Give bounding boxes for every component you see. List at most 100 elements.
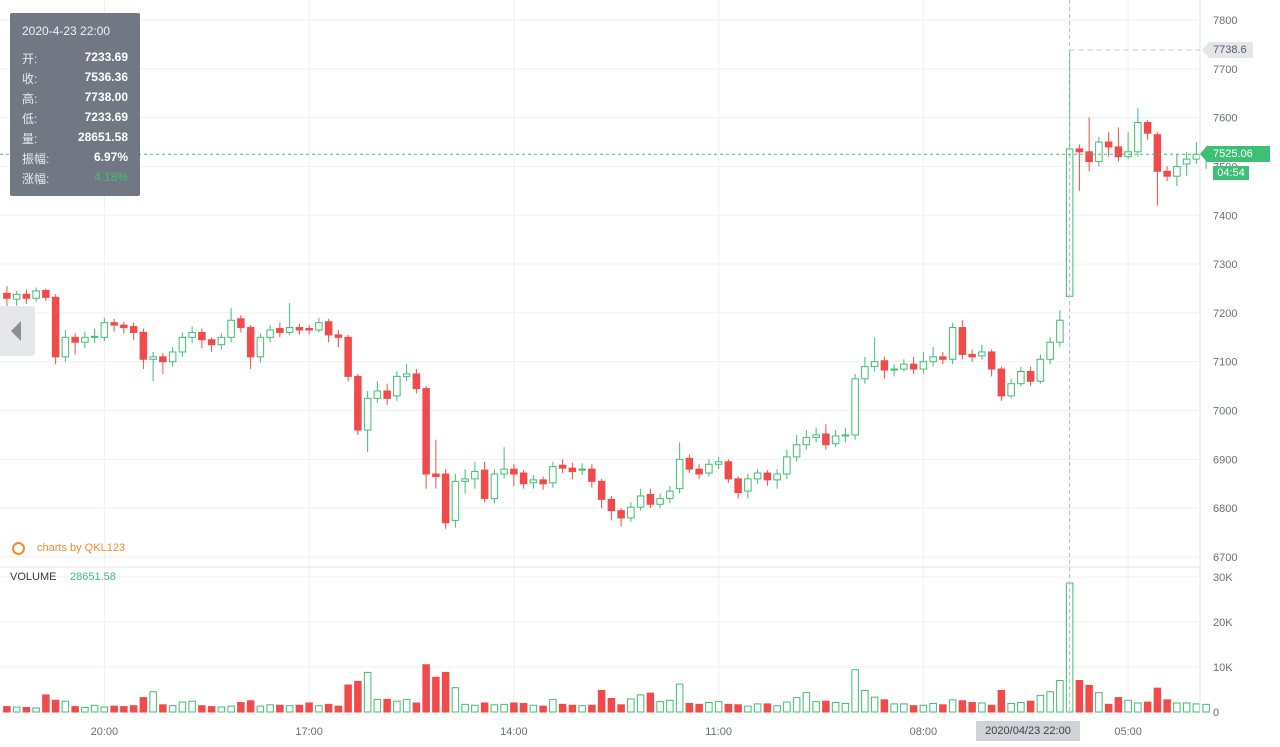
candle-body [3,292,11,299]
volume-bar [1124,699,1132,713]
candle-body [958,327,967,355]
volume-bar [1182,702,1191,713]
candle-body [1182,158,1191,165]
volume-bar [890,703,898,713]
volume-bar [149,691,157,713]
volume-bar [627,698,635,713]
candle-body [305,328,313,331]
volume-bar [412,702,421,713]
volume-bar [802,692,811,713]
candle-body [500,468,508,475]
candle-body [480,469,489,499]
candle-body [1046,341,1054,360]
volume-bar [909,705,918,713]
candle-body [578,468,586,471]
volume-bar [490,704,499,713]
candle-body [851,378,859,436]
volume-bar [539,705,547,713]
candle-body [276,328,284,333]
volume-bar [831,702,840,713]
candle-body [12,293,21,300]
price-tick-label: 6900 [1213,454,1237,466]
volume-bar [1104,703,1113,713]
time-tick-label: 11:00 [705,726,732,738]
candle-body [461,478,469,482]
candle-body [558,464,567,469]
volume-bar [558,703,567,713]
volume-bar [217,706,226,713]
tooltip-date: 2020-4-23 22:00 [22,24,111,38]
volume-bar [529,704,538,713]
volume-bar [607,698,616,713]
volume-bar [1134,702,1142,713]
candle-body [1017,370,1025,385]
candle-body [207,339,216,346]
volume-bar [159,704,167,713]
candle-body [978,351,986,357]
tooltip-row-change: 涨幅: 4.18% [22,170,128,186]
candle-body [149,356,157,360]
volume-bar [139,697,148,713]
volume-bar [588,704,596,713]
candle-body [168,351,177,363]
candle-body [188,331,196,338]
candle-body [822,433,830,446]
time-tick-label: 08:00 [910,726,938,738]
candle-body [861,366,869,380]
candle-body [1026,370,1035,382]
volume-bar [656,701,664,713]
volume-bar [198,705,206,713]
volume-bar [393,700,401,713]
volume-bar [666,699,674,713]
volume-bar [168,705,177,713]
candle-body [636,495,645,508]
candle-body [42,289,50,298]
candle-body [773,473,781,481]
volume-bar [42,694,50,713]
candle-body [1114,146,1123,158]
volume-bar [305,702,313,713]
candle-body [295,327,304,331]
time-tick-label: 20:00 [91,726,119,738]
candle-body [783,456,791,475]
volume-bar [987,704,996,713]
candles [3,50,1210,529]
candle-body [968,353,976,358]
volume-bar [451,687,460,713]
candle-body [744,478,752,492]
volume-bar [1095,692,1103,713]
candle-body [315,322,323,331]
candle-body [256,336,265,358]
candle-body [51,296,60,358]
scroll-left-button[interactable] [0,306,35,356]
candle-body [724,461,733,480]
volume-bar [870,696,879,713]
candle-body [1153,134,1162,172]
candle-body [1075,148,1084,153]
candle-body [666,490,674,499]
volume-bar [129,705,138,713]
candle-body [266,329,274,338]
candle-body [246,327,255,358]
volume-bar [178,701,187,713]
candle-body [900,363,908,370]
volume-bar [276,704,284,713]
candle-body [909,363,918,370]
volume-bar [851,669,859,713]
candle-body [734,478,742,494]
volume-bar [1173,702,1181,713]
candle-body [880,360,889,371]
candle-body [539,479,547,485]
candle-body [597,480,606,500]
candle-body [324,321,333,336]
candle-body [987,351,996,370]
tooltip-row-open: 开: 7233.69 [22,50,128,66]
tooltip-row-high: 高: 7738.00 [22,90,128,106]
candle-body [1056,319,1064,343]
grid [0,0,1200,713]
volume-bar [3,706,11,713]
volume-bar [841,702,850,713]
price-tick-label: 7000 [1213,406,1237,418]
tooltip-row-low: 低: 7233.69 [22,110,128,126]
